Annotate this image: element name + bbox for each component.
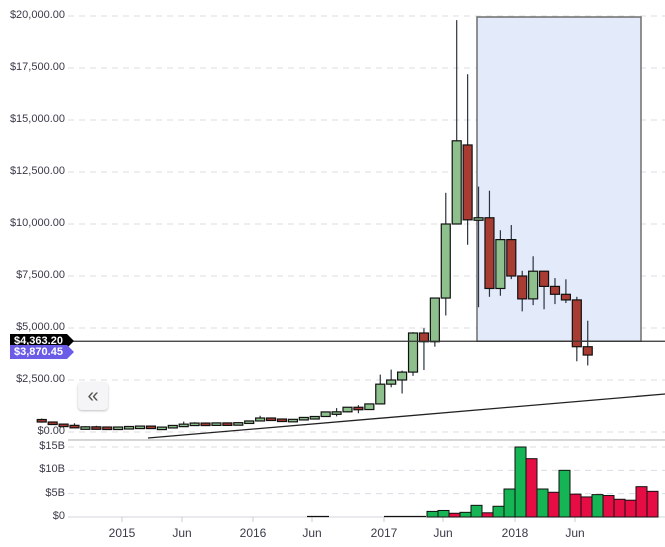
price-tick-label: $0.00	[37, 425, 65, 437]
time-tick-label: Jun	[172, 526, 192, 540]
time-tick-label: Jun	[302, 526, 322, 540]
candlestick-series	[36, 20, 593, 431]
volume-tick-label: $15B	[39, 440, 65, 452]
time-tick-label: 2016	[239, 526, 267, 540]
price-tick-label: $12,500.00	[9, 165, 65, 177]
time-tick-label: 2018	[501, 526, 529, 540]
volume-tick-label: $5B	[45, 486, 65, 499]
time-tick-label: 2015	[108, 526, 136, 540]
price-tick-label: $15,000.00	[9, 113, 65, 125]
price-tick-label: $5,000.00	[16, 321, 65, 333]
time-tick-label: 2017	[370, 526, 398, 540]
time-tick-label: Jun	[565, 526, 585, 540]
double-chevron-left-icon: «	[87, 384, 99, 407]
volume-tick-label: $10B	[39, 463, 65, 476]
volume-tick-label: $0	[52, 510, 65, 522]
trendline[interactable]	[147, 393, 665, 439]
price-tick-label: $10,000.00	[9, 217, 65, 229]
scroll-left-button[interactable]: «	[78, 382, 108, 410]
price-tick-label: $2,500.00	[16, 373, 65, 385]
price-tick-label: $7,500.00	[16, 269, 65, 281]
price-tick-label: $20,000.00	[9, 9, 65, 21]
crosshair-price-tag: $3,870.45	[10, 345, 74, 359]
volume-series	[307, 446, 659, 518]
time-tick-label: Jun	[433, 526, 453, 540]
last-price-tag: $4,363.20	[10, 334, 74, 348]
price-tick-label: $17,500.00	[9, 61, 65, 73]
